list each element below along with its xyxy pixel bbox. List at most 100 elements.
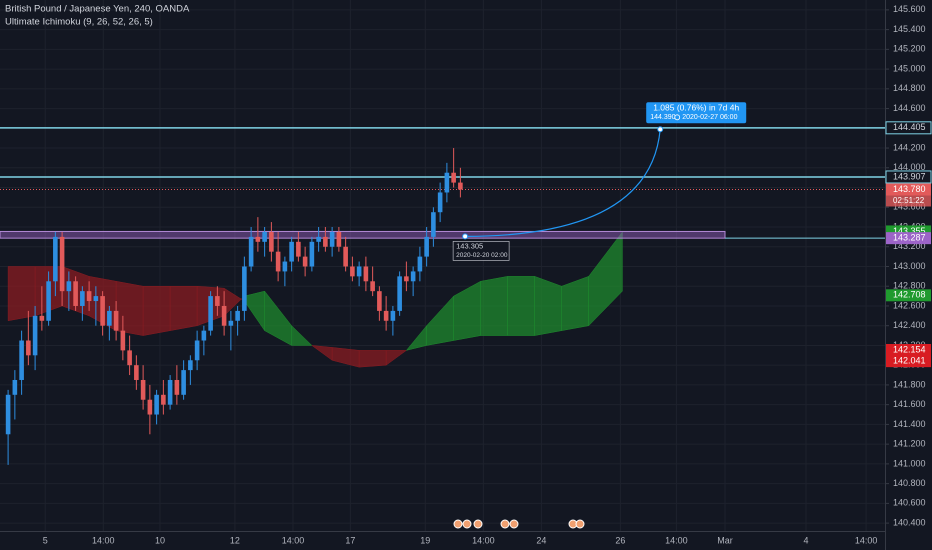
clock-icon: [674, 114, 681, 121]
price-badge-label: 142.154: [893, 344, 926, 354]
x-tick-label: 19: [420, 535, 430, 545]
x-tick-label: 24: [536, 535, 546, 545]
candle-body: [437, 192, 443, 213]
candle-body: [316, 236, 321, 242]
price-badge-label: 143.287: [893, 233, 926, 243]
projection-end: [657, 126, 664, 133]
candle-body: [39, 315, 45, 321]
projection-end-date: 2020-02-27 06:00: [682, 114, 737, 121]
y-tick-label: 145.600: [893, 4, 926, 14]
candle-body: [32, 315, 38, 356]
y-tick-label: 142.800: [893, 281, 926, 291]
cloud-segment: [507, 276, 535, 336]
candle-body: [323, 236, 328, 247]
candle-body: [147, 399, 153, 415]
candle-body: [350, 266, 355, 277]
start-price: 143.305: [456, 241, 483, 250]
candle-body: [19, 340, 24, 380]
candle-body: [215, 296, 220, 306]
candle-body: [174, 379, 180, 395]
candle-body: [12, 379, 18, 395]
candle-body: [46, 281, 51, 321]
x-tick-label: 12: [230, 535, 240, 545]
cloud-segment: [588, 231, 623, 327]
candle-body: [188, 360, 193, 371]
x-tick-label: 5: [43, 535, 48, 545]
candle-body: [302, 256, 308, 267]
candle-body: [255, 236, 261, 242]
y-tick-label: 141.400: [893, 419, 926, 429]
candle-body: [5, 394, 11, 435]
candle-body: [120, 330, 126, 351]
price-badge: [885, 121, 932, 135]
candle-body: [161, 394, 166, 405]
candle-body: [134, 365, 139, 380]
countdown-badge: [886, 195, 931, 207]
candle-body: [431, 212, 436, 237]
candle-body: [107, 310, 112, 326]
candle-body: [329, 231, 335, 247]
candle-body: [262, 231, 267, 242]
y-tick-label: 141.000: [893, 458, 926, 468]
candle-body: [343, 246, 348, 267]
price-badge: [886, 183, 931, 196]
cloud-segment: [142, 285, 171, 336]
candle-body: [444, 172, 450, 193]
y-tick-label: 144.600: [893, 103, 926, 113]
event-icon[interactable]: [473, 519, 483, 529]
x-tick-label: Mar: [717, 535, 733, 545]
projection-end-price: 144.390: [650, 114, 675, 121]
price-badge: [886, 289, 931, 302]
cloud-segment: [358, 350, 387, 368]
cloud-segment: [561, 275, 589, 331]
candle-body: [154, 394, 159, 415]
candle-body: [181, 370, 186, 395]
price-badge-label: 143.780: [893, 184, 926, 194]
cloud-segment: [480, 276, 508, 336]
candle-body: [194, 340, 200, 361]
candle-body: [80, 291, 85, 306]
event-icon[interactable]: [575, 519, 585, 529]
cloud-segment: [169, 285, 198, 331]
x-tick-label: 17: [345, 535, 355, 545]
candle-body: [363, 266, 369, 282]
candle-body: [66, 281, 72, 292]
start-date: 2020-02-20 02:00: [456, 252, 508, 259]
candle-body: [167, 379, 173, 405]
x-tick-label: 14:00: [855, 535, 878, 545]
level-band: [0, 230, 726, 239]
candle-body: [424, 236, 429, 257]
candle-body: [296, 241, 301, 257]
projection-curve: [465, 129, 661, 237]
start-box: [452, 241, 510, 261]
candle-body: [269, 231, 274, 252]
x-tick-label: 14:00: [472, 535, 495, 545]
cloud-segment: [534, 275, 562, 336]
candle-body: [458, 182, 463, 190]
candle-body: [53, 236, 58, 282]
candle-body: [73, 281, 78, 306]
cloud-segment: [115, 280, 144, 336]
candle-body: [248, 236, 254, 267]
event-icon[interactable]: [500, 519, 510, 529]
candle-body: [100, 296, 105, 326]
price-badge: [886, 232, 931, 245]
y-tick-label: 144.200: [893, 142, 926, 152]
candle-body: [417, 256, 423, 272]
y-tick-label: 143.200: [893, 241, 926, 251]
candle-body: [404, 276, 409, 282]
y-tick-label: 142.400: [893, 320, 926, 330]
candle-body: [201, 330, 207, 341]
candle-body: [451, 172, 456, 183]
candle-body: [86, 291, 92, 302]
candle-body: [377, 291, 382, 311]
event-icon[interactable]: [453, 519, 463, 529]
candle-body: [397, 276, 402, 311]
event-icon[interactable]: [462, 519, 472, 529]
price-badge: [885, 170, 932, 184]
event-icon[interactable]: [509, 519, 519, 529]
y-tick-label: 144.800: [893, 83, 926, 93]
y-tick-label: 145.200: [893, 44, 926, 54]
y-tick-label: 143.600: [893, 202, 926, 212]
